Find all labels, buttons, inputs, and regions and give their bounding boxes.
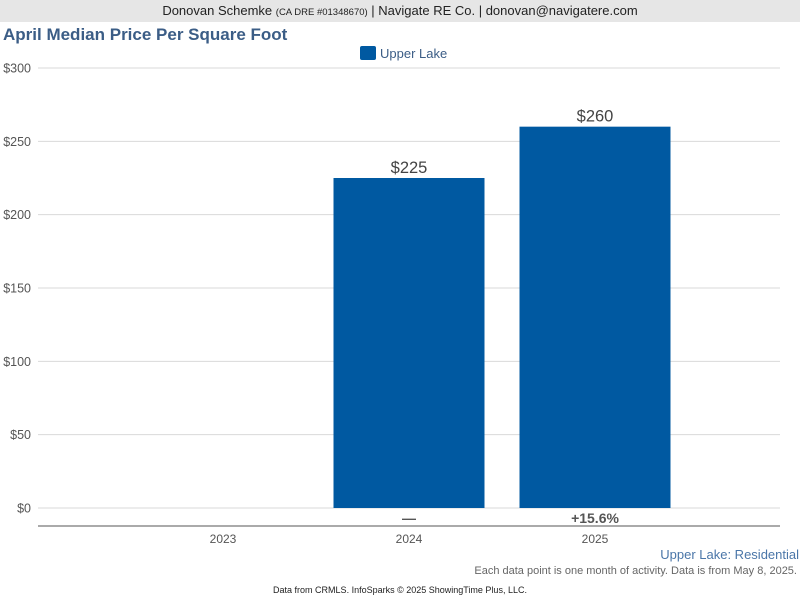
chart-title: April Median Price Per Square Foot: [3, 25, 288, 44]
change-label: —: [402, 510, 416, 526]
y-tick-label: $0: [17, 502, 31, 516]
legend-swatch: [360, 46, 376, 60]
data-label: $260: [577, 108, 614, 126]
y-tick-label: $100: [3, 355, 31, 369]
legend-label: Upper Lake: [380, 45, 448, 61]
agent-header: Donovan Schemke (CA DRE #01348670) | Nav…: [0, 0, 800, 22]
bar: [333, 178, 485, 508]
agent-license: (CA DRE #01348670): [275, 7, 368, 18]
y-tick-label: $250: [3, 135, 31, 149]
y-tick-label: $150: [3, 282, 31, 296]
y-tick-label: $50: [10, 428, 31, 442]
data-note: Each data point is one month of activity…: [474, 565, 797, 577]
x-tick-label: 2025: [582, 532, 609, 546]
agent-name: Donovan Schemke: [162, 3, 273, 18]
series-caption[interactable]: Upper Lake: Residential: [660, 547, 799, 562]
y-tick-label: $200: [3, 208, 31, 222]
data-credit: Data from CRMLS. InfoSparks © 2025 Showi…: [273, 585, 527, 595]
x-tick-label: 2024: [396, 532, 423, 546]
x-tick-label: 2023: [210, 532, 237, 546]
change-label: +15.6%: [571, 510, 619, 526]
y-tick-label: $300: [3, 62, 31, 76]
agent-company-contact: | Navigate RE Co. | donovan@navigatere.c…: [371, 3, 638, 18]
bar: [519, 126, 671, 509]
data-label: $225: [391, 159, 428, 177]
chart-legend[interactable]: Upper Lake: [360, 45, 447, 61]
